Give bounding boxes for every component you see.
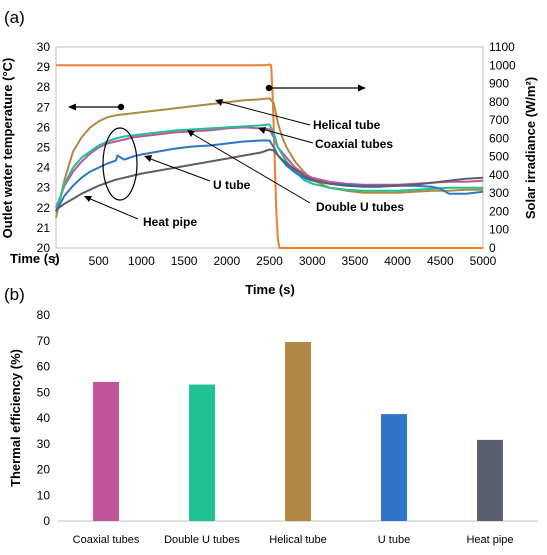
x-tick-500: 500: [89, 254, 109, 268]
bars: [93, 342, 503, 521]
panel-label-a: (a): [4, 8, 25, 27]
bar-y-tick-50: 50: [37, 385, 51, 399]
y-left-tick-24: 24: [37, 161, 51, 175]
annotation-coaxial-tubes: Coaxial tubes: [315, 137, 393, 151]
y-right-tick-200: 200: [489, 204, 509, 218]
x-tick-1000: 1000: [128, 254, 155, 268]
x-tick-3500: 3500: [342, 254, 369, 268]
y-right-tick-700: 700: [489, 113, 509, 127]
helical-tube-arrowhead: [215, 99, 223, 106]
left-tick-labels: 20 21 22 23 24 25 26 27 28 29 30: [37, 40, 51, 255]
y-left-tick-29: 29: [37, 60, 51, 74]
bar-coaxial-tubes: [93, 381, 119, 521]
annotation-heat-pipe: Heat pipe: [143, 215, 197, 229]
annotation-double-u-tubes: Double U tubes: [316, 200, 404, 214]
y-left-tick-30: 30: [37, 40, 51, 54]
bar-category-helical-tube: Helical tube: [269, 534, 326, 546]
bar-u-tube: [381, 414, 407, 521]
bar-category-double-u-tubes: Double U tubes: [164, 534, 240, 546]
x-tick-4000: 4000: [384, 254, 411, 268]
bar-y-tick-20: 20: [37, 463, 51, 477]
x-tick-0: 0: [53, 254, 60, 268]
bar-y-tick-0: 0: [43, 514, 50, 528]
bar-category-u-tube: U tube: [378, 534, 410, 546]
series-line-u-tube: [55, 139, 484, 213]
bar-y-tick-labels: 0 10 20 30 40 50 60 70 80: [37, 308, 51, 528]
u-tube-leader: [147, 157, 211, 182]
annotations: Helical tube Coaxial tubes U tube Double…: [68, 84, 404, 229]
data-group-ellipse: [102, 127, 138, 201]
panel-label-b: (b): [4, 285, 25, 304]
bar-category-labels: Coaxial tubes Double U tubes Helical tube U…: [73, 534, 514, 546]
u-tube-arrowhead: [144, 155, 152, 162]
bar-heat-pipe: [477, 439, 503, 521]
y-left-tick-27: 27: [37, 100, 51, 114]
bar-double-u-tubes: [189, 384, 215, 521]
annotation-helical-tube: Helical tube: [313, 118, 381, 132]
x-tick-2000: 2000: [213, 254, 240, 268]
bar-y-tick-70: 70: [37, 334, 51, 348]
y-left-tick-28: 28: [37, 80, 51, 94]
y-left-tick-20: 20: [37, 241, 51, 255]
series-line-solar-irradiance: [56, 63, 483, 249]
y-right-tick-400: 400: [489, 168, 509, 182]
heat-pipe-leader: [87, 197, 139, 220]
x-tick-4500: 4500: [427, 254, 454, 268]
y-axis-label-right: Solar irradiance (W/m²): [523, 77, 538, 219]
right-axis-arrowhead: [358, 84, 366, 92]
bar-y-tick-80: 80: [37, 308, 51, 322]
y-right-tick-1100: 1100: [489, 40, 515, 54]
series-line-heat-pipe: [55, 148, 484, 211]
x-axis-label: Time (s): [245, 282, 295, 297]
bar-category-coaxial-tubes: Coaxial tubes: [73, 534, 140, 546]
series-line-helical-tube: [55, 97, 483, 219]
x-tick-1500: 1500: [171, 254, 198, 268]
bar-chart: 0 10 20 30 40 50 60 70 80 Coaxial tubes Double U …: [8, 308, 538, 546]
annotation-u-tube: U tube: [213, 178, 251, 192]
y-right-tick-1000: 1000: [489, 58, 516, 72]
x-tick-3000: 3000: [299, 254, 326, 268]
line-plot-area: [55, 46, 484, 249]
bar-y-tick-10: 10: [37, 488, 51, 502]
double-u-tubes-arrowhead: [187, 130, 195, 137]
y-right-tick-800: 800: [489, 95, 509, 109]
series-lines: [55, 63, 484, 249]
y-right-tick-500: 500: [489, 150, 509, 164]
y-left-tick-21: 21: [37, 221, 51, 235]
y-right-tick-900: 900: [489, 77, 509, 91]
bar-y-tick-60: 60: [37, 360, 51, 374]
right-tick-labels: 0 100 200 300 400 500 600 700 800 900 1000 1100: [489, 40, 516, 255]
bar-category-heat-pipe: Heat pipe: [466, 534, 513, 546]
x-tick-2500: 2500: [256, 254, 283, 268]
heat-pipe-arrowhead: [84, 196, 92, 202]
y-right-tick-0: 0: [489, 241, 496, 255]
series-line-double-u-tubes: [55, 123, 483, 213]
y-left-tick-25: 25: [37, 141, 51, 155]
y-left-tick-22: 22: [37, 201, 51, 215]
x-tick-labels: 500 1000 1500 2000 2500 3000 3500 4000 4500 5000 0: [53, 254, 497, 268]
x-axis-corner-label: Time (s): [10, 251, 60, 266]
bar-y-tick-30: 30: [37, 437, 51, 451]
coaxial-tubes-arrowhead: [258, 127, 266, 134]
helical-tube-leader: [218, 100, 311, 126]
bar-y-tick-40: 40: [37, 411, 51, 425]
y-left-tick-26: 26: [37, 120, 51, 134]
y-axis-label-left: Outlet water temperature (°C): [0, 58, 15, 239]
bar-y-axis-label: Thermal efficiency (%): [8, 349, 23, 487]
double-u-tubes-leader: [190, 132, 311, 204]
y-right-tick-600: 600: [489, 131, 509, 145]
coaxial-tubes-leader: [261, 128, 314, 144]
left-axis-arrowhead: [68, 103, 76, 111]
y-right-tick-300: 300: [489, 186, 509, 200]
bar-helical-tube: [285, 342, 311, 521]
line-chart: 20 21 22 23 24 25 26 27 28 29 30 0 100 200 300 400 500 6…: [0, 40, 538, 297]
x-tick-5000: 5000: [470, 254, 497, 268]
y-right-tick-100: 100: [489, 223, 509, 237]
y-left-tick-23: 23: [37, 181, 51, 195]
series-line-coaxial-tubes: [55, 126, 484, 209]
